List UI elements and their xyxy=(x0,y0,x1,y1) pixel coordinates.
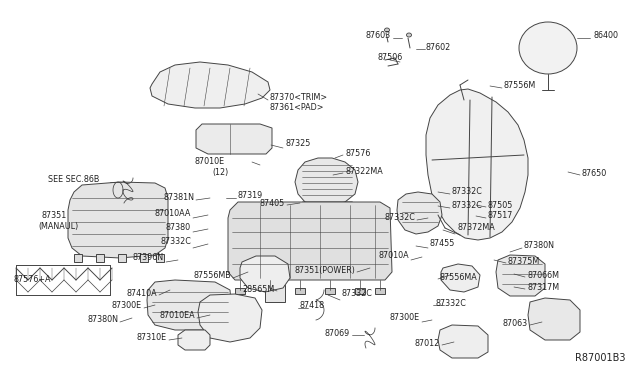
Polygon shape xyxy=(156,254,164,262)
Text: (MANAUL): (MANAUL) xyxy=(38,221,78,231)
Text: 87375M: 87375M xyxy=(508,257,540,266)
Text: 87372MA: 87372MA xyxy=(457,224,495,232)
Text: 87380: 87380 xyxy=(166,222,191,231)
Text: 87351(POWER): 87351(POWER) xyxy=(294,266,355,275)
Text: 87317M: 87317M xyxy=(527,282,559,292)
Text: 87063: 87063 xyxy=(503,318,528,327)
Polygon shape xyxy=(198,294,262,342)
Text: 87602: 87602 xyxy=(426,42,451,51)
Text: 87332C: 87332C xyxy=(341,289,372,298)
Text: 87380N: 87380N xyxy=(87,315,118,324)
Polygon shape xyxy=(68,182,168,258)
Text: 87370<TRIM>: 87370<TRIM> xyxy=(269,93,327,102)
Polygon shape xyxy=(147,280,232,330)
Text: 87010E: 87010E xyxy=(195,157,225,167)
Text: 87012: 87012 xyxy=(415,339,440,347)
Text: 87576: 87576 xyxy=(346,148,371,157)
Text: 87603: 87603 xyxy=(365,32,390,41)
Text: SEE SEC.86B: SEE SEC.86B xyxy=(48,176,99,185)
Text: 87410A: 87410A xyxy=(126,289,157,298)
Text: 87556M: 87556M xyxy=(503,81,535,90)
Text: 87396N: 87396N xyxy=(133,253,164,263)
Polygon shape xyxy=(496,255,545,296)
Ellipse shape xyxy=(519,22,577,74)
Text: 87650: 87650 xyxy=(582,169,607,177)
Text: 87556MA: 87556MA xyxy=(440,273,477,282)
Text: 87300E: 87300E xyxy=(112,301,142,311)
Text: 87332C: 87332C xyxy=(384,214,415,222)
Polygon shape xyxy=(355,288,365,294)
Polygon shape xyxy=(325,288,335,294)
Text: 87066M: 87066M xyxy=(527,270,559,279)
Text: 87517: 87517 xyxy=(488,212,513,221)
Text: 87010EA: 87010EA xyxy=(159,311,195,321)
Text: 87506: 87506 xyxy=(378,54,403,62)
Text: 87322MA: 87322MA xyxy=(346,167,384,176)
Polygon shape xyxy=(140,254,148,262)
Text: 87576+A: 87576+A xyxy=(14,276,51,285)
Text: 87325: 87325 xyxy=(285,138,310,148)
Polygon shape xyxy=(235,288,245,294)
Polygon shape xyxy=(441,264,480,292)
Text: 86400: 86400 xyxy=(594,32,619,41)
Text: 28565M: 28565M xyxy=(243,285,275,294)
Ellipse shape xyxy=(385,28,390,32)
Polygon shape xyxy=(375,288,385,294)
Polygon shape xyxy=(528,298,580,340)
Text: 87361<PAD>: 87361<PAD> xyxy=(269,103,323,112)
Polygon shape xyxy=(178,330,210,350)
Text: 87351: 87351 xyxy=(42,211,67,219)
Polygon shape xyxy=(265,285,285,302)
Text: 87332C: 87332C xyxy=(435,298,466,308)
Polygon shape xyxy=(397,192,442,234)
Text: 87505: 87505 xyxy=(488,201,513,209)
Polygon shape xyxy=(438,325,488,358)
Polygon shape xyxy=(240,256,290,292)
Polygon shape xyxy=(295,288,305,294)
Text: 87405: 87405 xyxy=(260,199,285,208)
Text: 87069: 87069 xyxy=(324,328,350,337)
Text: 87418: 87418 xyxy=(300,301,325,311)
Text: 87380N: 87380N xyxy=(524,241,555,250)
Text: 87300E: 87300E xyxy=(390,314,420,323)
Text: 87332C: 87332C xyxy=(452,202,483,211)
Text: (12): (12) xyxy=(212,169,229,177)
Polygon shape xyxy=(96,254,104,262)
Polygon shape xyxy=(228,202,392,280)
Text: 87310E: 87310E xyxy=(137,334,167,343)
Ellipse shape xyxy=(406,33,412,37)
Polygon shape xyxy=(265,288,275,294)
Text: 87556MB: 87556MB xyxy=(193,272,231,280)
Text: 87455: 87455 xyxy=(430,240,456,248)
Text: 87010AA: 87010AA xyxy=(155,208,191,218)
Polygon shape xyxy=(196,124,272,154)
Polygon shape xyxy=(295,158,358,206)
Text: 87319: 87319 xyxy=(238,192,263,201)
Polygon shape xyxy=(150,62,270,108)
Text: 87010A: 87010A xyxy=(378,250,409,260)
Polygon shape xyxy=(118,254,126,262)
Text: 87381N: 87381N xyxy=(163,193,194,202)
Text: 87332C: 87332C xyxy=(160,237,191,247)
Polygon shape xyxy=(426,89,528,240)
Polygon shape xyxy=(74,254,82,262)
Text: 87332C: 87332C xyxy=(452,187,483,196)
Text: R87001B3: R87001B3 xyxy=(575,353,625,363)
